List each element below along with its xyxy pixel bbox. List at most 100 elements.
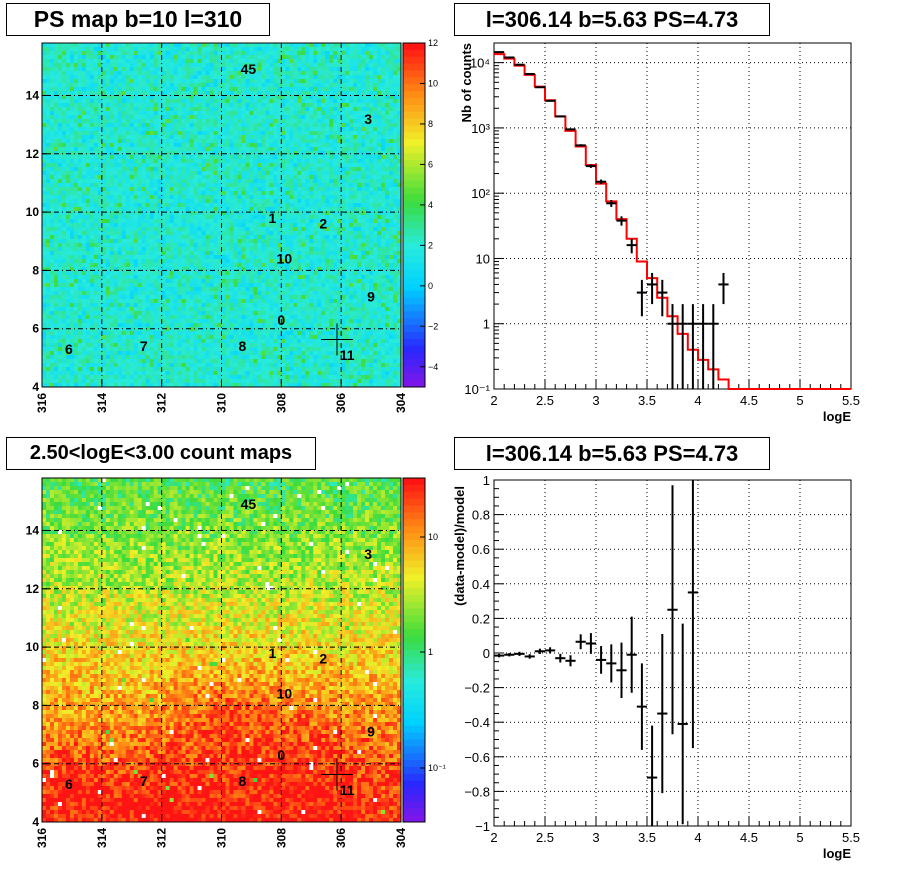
source-label: 1 (268, 645, 276, 661)
data-point (545, 100, 555, 101)
y-tick-label: 10⁻¹ (464, 382, 490, 397)
source-label: 2 (319, 216, 327, 232)
x-tick-label: 4.5 (740, 393, 758, 408)
y-tick-label: −0.2 (464, 681, 490, 696)
x-axis-label: logE (823, 846, 851, 861)
x-tick-label: 4 (694, 393, 701, 408)
data-point (637, 280, 647, 316)
y-tick-label: 10 (26, 205, 40, 219)
source-label: 0 (277, 747, 285, 763)
y-tick-label: 12 (26, 147, 40, 161)
source-label: 1 (268, 210, 276, 226)
source-label: 6 (65, 341, 73, 357)
data-point (535, 649, 545, 654)
y-tick-label: 4 (32, 815, 39, 829)
data-point (555, 116, 565, 117)
y-tick-label: 10² (471, 186, 490, 201)
x-tick-label: 310 (215, 393, 229, 413)
data-point (525, 654, 535, 658)
colorbar-tick-label: 0 (428, 281, 433, 291)
y-tick-label: 6 (32, 757, 39, 771)
x-tick-label: 306 (334, 393, 348, 413)
data-point (688, 480, 698, 748)
colorbar (403, 478, 425, 823)
y-tick-label: 1 (483, 473, 490, 488)
data-point (576, 634, 586, 649)
x-axis-label: logE (823, 409, 851, 424)
colorbar-tick-label: 4 (428, 200, 433, 210)
data-point (616, 216, 626, 225)
colorbar-tick-label: 10 (428, 78, 438, 88)
x-tick-label: 312 (155, 393, 169, 413)
x-tick-label: 2 (490, 393, 497, 408)
x-tick-label: 314 (95, 393, 109, 413)
x-tick-label: 5 (796, 393, 803, 408)
source-label: 11 (340, 782, 355, 798)
data-point (494, 654, 504, 657)
data-point (535, 87, 545, 88)
x-tick-label: 308 (274, 828, 288, 848)
source-label: 6 (65, 776, 73, 792)
source-label: 0 (277, 312, 285, 328)
source-label: 11 (340, 347, 355, 363)
source-label: 45 (241, 61, 257, 77)
colorbar-tick-label: −4 (428, 362, 438, 372)
x-tick-label: 4 (694, 830, 701, 845)
x-tick-label: 306 (334, 828, 348, 848)
source-label: 3 (364, 546, 372, 562)
x-tick-label: 5.5 (842, 830, 860, 845)
source-label: 10 (277, 251, 293, 267)
y-tick-label: 8 (32, 698, 39, 712)
y-tick-label: −0.6 (464, 750, 490, 765)
source-label: 45 (241, 496, 257, 512)
x-tick-label: 304 (394, 828, 408, 848)
colorbar-tick-label: 10 (428, 532, 438, 542)
spectrum-title: l=306.14 b=5.63 PS=4.73 (454, 3, 770, 36)
y-tick-label: 0 (483, 646, 490, 661)
y-tick-label: 0.6 (472, 542, 490, 557)
data-point (637, 663, 647, 750)
ps-map-title: PS map b=10 l=310 (6, 3, 270, 36)
colorbar-tick-label: 12 (428, 38, 438, 48)
data-point (504, 653, 514, 656)
data-point (555, 654, 565, 663)
colorbar-tick-label: 6 (428, 159, 433, 169)
source-label: 9 (367, 289, 375, 305)
data-point (718, 273, 728, 304)
data-point (667, 485, 677, 734)
y-axis-label: (data-model)/model (452, 486, 467, 606)
x-tick-label: 304 (394, 393, 408, 413)
data-point (708, 304, 718, 389)
x-tick-label: 316 (35, 828, 49, 848)
source-label: 9 (367, 724, 375, 740)
y-tick-label: 0.2 (472, 611, 490, 626)
data-point (525, 74, 535, 75)
y-tick-label: 14 (26, 88, 40, 102)
data-point (627, 617, 637, 693)
x-tick-label: 314 (95, 828, 109, 848)
colorbar-tick-label: −2 (428, 321, 438, 331)
y-tick-label: 14 (26, 523, 40, 537)
data-point (514, 64, 524, 65)
source-label: 8 (239, 338, 247, 354)
y-axis-label: Nb of counts (459, 43, 474, 122)
y-tick-label: 12 (26, 582, 40, 596)
y-tick-label: 1 (483, 317, 490, 332)
data-point (657, 634, 667, 793)
x-tick-label: 4.5 (740, 830, 758, 845)
source-label: 7 (140, 773, 148, 789)
x-tick-label: 312 (155, 828, 169, 848)
x-tick-label: 3 (592, 393, 599, 408)
data-point (586, 633, 596, 654)
data-point (576, 144, 586, 146)
data-point (698, 304, 708, 389)
colorbar-tick-label: 10⁻¹ (428, 763, 446, 773)
source-label: 7 (140, 338, 148, 354)
source-label: 3 (364, 111, 372, 127)
data-point (504, 57, 514, 58)
